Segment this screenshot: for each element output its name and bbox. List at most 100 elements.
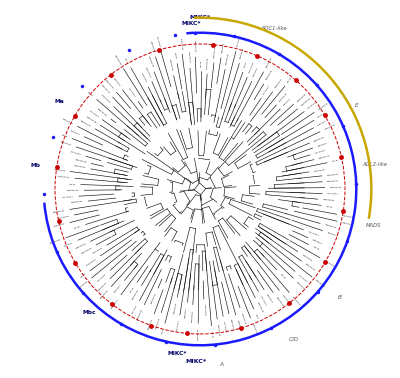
Text: CsMADS36: CsMADS36 [324, 124, 336, 130]
Text: OsMADS12: OsMADS12 [173, 302, 177, 314]
Text: PhMADS26: PhMADS26 [101, 94, 111, 104]
Text: MIKC*: MIKC* [167, 351, 187, 356]
Text: OsMADS17: OsMADS17 [98, 282, 107, 291]
Text: AtMADS56: AtMADS56 [70, 151, 82, 156]
Text: BdMADS16: BdMADS16 [265, 57, 272, 68]
Text: OsMADS46: OsMADS46 [114, 54, 122, 65]
Text: CsMADS14: CsMADS14 [214, 46, 216, 58]
Text: PhMADS1: PhMADS1 [70, 130, 80, 135]
Text: OsMADS36: OsMADS36 [257, 302, 264, 313]
Text: AtMADS12: AtMADS12 [260, 295, 267, 306]
Text: BdMADS14: BdMADS14 [325, 224, 337, 229]
Text: AGL33: AGL33 [130, 286, 135, 293]
Text: BdMADS11: BdMADS11 [327, 180, 339, 182]
Text: BdMADS41: BdMADS41 [191, 309, 193, 322]
Text: PhMADS46: PhMADS46 [207, 57, 209, 69]
Text: BdMADS15: BdMADS15 [99, 290, 108, 299]
Text: OsMADS14: OsMADS14 [194, 40, 196, 52]
Text: BdMADS55: BdMADS55 [147, 56, 153, 68]
Text: BdMADS24: BdMADS24 [314, 136, 325, 142]
Text: OsMADS6: OsMADS6 [185, 307, 188, 318]
Text: CsMADS50: CsMADS50 [92, 247, 103, 254]
Text: OsMADS20: OsMADS20 [75, 243, 86, 249]
Text: CsMADS1: CsMADS1 [114, 284, 122, 293]
Text: OsMADS32: OsMADS32 [266, 69, 273, 80]
Text: AGL18: AGL18 [280, 273, 286, 279]
Text: AtMADS10: AtMADS10 [128, 88, 136, 98]
Text: AtMADS4: AtMADS4 [132, 305, 138, 314]
Text: AtMADS1: AtMADS1 [64, 242, 74, 246]
Text: PhMADS19: PhMADS19 [252, 322, 257, 334]
Text: BdMADS2: BdMADS2 [221, 42, 224, 53]
Text: AtMADS43: AtMADS43 [224, 321, 227, 333]
Text: PhMADS57: PhMADS57 [110, 298, 119, 308]
Text: CsMADS49: CsMADS49 [62, 118, 74, 125]
Text: BdMADS36: BdMADS36 [297, 93, 306, 102]
Text: Ma: Ma [54, 99, 64, 104]
Text: BdMADS32: BdMADS32 [74, 165, 86, 169]
Text: CsMADS10: CsMADS10 [197, 328, 199, 340]
Text: AtMADS24: AtMADS24 [62, 196, 74, 198]
Text: OsMADS58: OsMADS58 [78, 280, 88, 289]
Text: PhMADS38: PhMADS38 [341, 214, 354, 218]
Text: AtMADS32: AtMADS32 [263, 84, 271, 95]
Text: OsMADS15: OsMADS15 [318, 102, 329, 110]
Text: AGL40: AGL40 [211, 330, 213, 338]
Text: OsMADS57: OsMADS57 [150, 40, 154, 53]
Text: PhMADS22: PhMADS22 [203, 304, 205, 316]
Text: OsMADS16: OsMADS16 [136, 309, 143, 320]
Text: OsMADS16: OsMADS16 [330, 187, 342, 188]
Text: AGL15: AGL15 [288, 76, 293, 83]
Text: AGL51: AGL51 [244, 61, 248, 68]
Text: OsMADS30: OsMADS30 [169, 59, 173, 71]
Text: CsMADS21: CsMADS21 [188, 51, 190, 64]
Text: PhMADS57: PhMADS57 [292, 296, 301, 306]
Text: CsMADS4: CsMADS4 [283, 98, 292, 106]
Text: PhMADS41: PhMADS41 [58, 176, 70, 178]
Text: PhMADS49: PhMADS49 [279, 92, 288, 102]
Text: CsMADS9: CsMADS9 [253, 67, 259, 77]
Text: OsMADS58: OsMADS58 [301, 98, 311, 107]
Text: OsMADS58: OsMADS58 [226, 53, 229, 65]
Text: PhMADS43: PhMADS43 [156, 317, 160, 329]
Text: OsMADS31: OsMADS31 [60, 141, 72, 146]
Text: BdMADS12: BdMADS12 [80, 120, 91, 127]
Text: AtMADS4: AtMADS4 [236, 37, 240, 47]
Text: BdMADS42: BdMADS42 [275, 296, 283, 307]
Text: PhMADS25: PhMADS25 [179, 37, 182, 50]
Text: OsMADS41: OsMADS41 [318, 155, 330, 159]
Text: AGL5: AGL5 [255, 313, 259, 319]
Text: OsMADS25: OsMADS25 [132, 289, 140, 300]
Text: Mb: Mb [31, 163, 41, 169]
Text: AGL37: AGL37 [69, 183, 76, 185]
Text: OsMADS17: OsMADS17 [230, 318, 234, 330]
Text: OsMADS3: OsMADS3 [266, 293, 273, 303]
Text: OsMADS24: OsMADS24 [296, 281, 306, 290]
Text: OsMADS58: OsMADS58 [71, 201, 84, 203]
Text: OsMADS25: OsMADS25 [322, 199, 335, 201]
Text: AGL12: AGL12 [318, 114, 324, 118]
Text: OsMADS8: OsMADS8 [312, 239, 322, 245]
Text: AtMADS14: AtMADS14 [327, 193, 339, 195]
Text: CsMADS21: CsMADS21 [326, 174, 339, 176]
Text: OsMADS23: OsMADS23 [50, 239, 62, 244]
Text: MIKC*: MIKC* [190, 15, 210, 20]
Text: MIKC*: MIKC* [182, 21, 201, 26]
Text: CsMADS34: CsMADS34 [302, 254, 312, 261]
Text: OsMADS24: OsMADS24 [240, 47, 245, 59]
Text: PhMADS25: PhMADS25 [324, 260, 335, 266]
Text: AtMADS59: AtMADS59 [156, 36, 160, 48]
Text: Mbc: Mbc [82, 310, 96, 314]
Text: AtMADS17: AtMADS17 [177, 319, 180, 332]
Text: MADS: MADS [365, 223, 381, 228]
Text: BdMADS15: BdMADS15 [53, 209, 65, 213]
Text: E: E [354, 104, 358, 108]
Text: AGL15: AGL15 [61, 133, 68, 137]
Text: AtMADS37: AtMADS37 [88, 110, 99, 118]
Text: CsMADS54: CsMADS54 [144, 66, 150, 77]
Text: PhMADS36: PhMADS36 [248, 62, 254, 73]
Text: AtMADS43: AtMADS43 [98, 273, 107, 282]
Text: OsMADS6: OsMADS6 [317, 142, 328, 147]
Text: BdMADS19: BdMADS19 [81, 247, 92, 254]
Text: OsMADS58: OsMADS58 [74, 159, 87, 163]
